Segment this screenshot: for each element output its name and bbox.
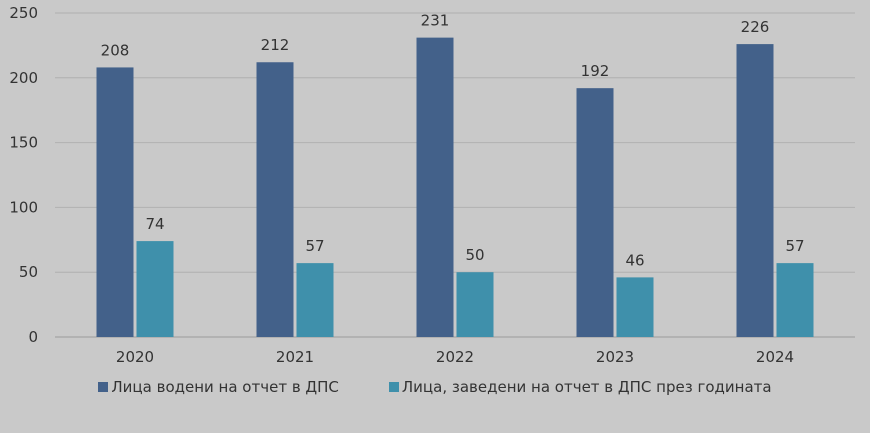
- y-tick-label: 150: [9, 134, 38, 152]
- legend: Лица водени на отчет в ДПС Лица, заведен…: [0, 378, 870, 396]
- data-label: 226: [741, 18, 770, 36]
- x-tick-label: 2021: [276, 348, 314, 366]
- bar-series-2: [616, 277, 654, 337]
- y-tick-label: 50: [19, 263, 38, 281]
- legend-item-series-1: Лица водени на отчет в ДПС: [98, 378, 339, 396]
- data-label: 192: [581, 62, 610, 80]
- bar-series-1: [576, 88, 614, 337]
- legend-label-series-1: Лица водени на отчет в ДПС: [111, 378, 339, 396]
- x-tick-label: 2022: [436, 348, 474, 366]
- bar-series-2: [456, 272, 494, 337]
- x-tick-label: 2020: [116, 348, 154, 366]
- y-tick-label: 0: [28, 328, 38, 346]
- data-label: 57: [305, 237, 324, 255]
- data-label: 231: [421, 12, 450, 30]
- bar-series-1: [736, 44, 774, 337]
- y-tick-label: 250: [9, 4, 38, 22]
- bar-series-2: [136, 241, 174, 337]
- data-label: 208: [101, 41, 130, 59]
- data-label: 50: [465, 246, 484, 264]
- x-tick-label: 2024: [756, 348, 794, 366]
- bar-series-1: [96, 67, 134, 337]
- x-tick-label: 2023: [596, 348, 634, 366]
- bar-series-2: [296, 263, 334, 337]
- legend-item-series-2: Лица, заведени на отчет в ДПС през годин…: [388, 378, 772, 396]
- bar-series-1: [256, 62, 294, 338]
- bar-series-2: [776, 263, 814, 337]
- legend-swatch-series-1: [98, 382, 109, 392]
- y-tick-label: 100: [9, 198, 38, 216]
- legend-swatch-series-2: [388, 382, 399, 392]
- legend-label-series-2: Лица, заведени на отчет в ДПС през годин…: [401, 378, 772, 396]
- data-label: 212: [261, 36, 290, 54]
- bar-series-1: [416, 37, 454, 338]
- data-label: 57: [785, 237, 804, 255]
- data-label: 46: [625, 251, 644, 269]
- data-label: 74: [145, 215, 164, 233]
- y-tick-label: 200: [9, 69, 38, 87]
